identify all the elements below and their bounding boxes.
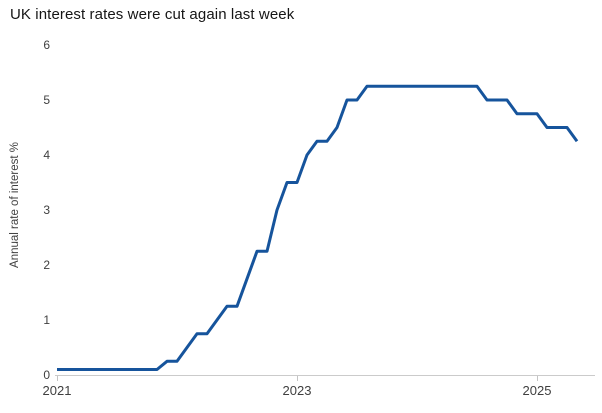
x-tick-label: 2023 (282, 383, 312, 398)
y-tick-label: 1 (43, 313, 50, 327)
x-tick-label: 2021 (42, 383, 72, 398)
x-tick-label: 2025 (522, 383, 552, 398)
interest-rate-line (57, 84, 579, 371)
y-tick-label: 6 (43, 38, 50, 52)
y-tick-label: 2 (43, 258, 50, 272)
y-tick-label: 5 (43, 93, 50, 107)
y-tick-label: 4 (43, 148, 50, 162)
y-tick-label: 0 (43, 368, 50, 382)
chart-title: UK interest rates were cut again last we… (10, 6, 295, 23)
y-tick-label: 3 (43, 203, 50, 217)
